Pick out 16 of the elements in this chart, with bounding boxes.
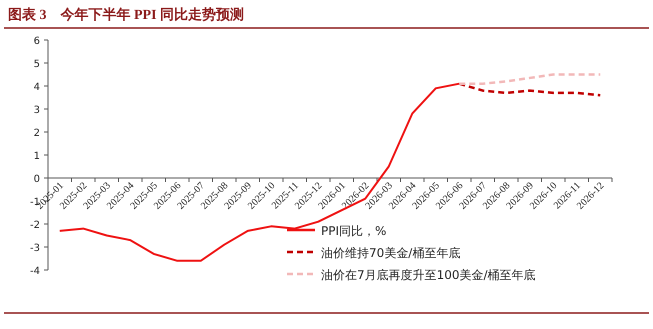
y-tick-label: -2 — [30, 220, 40, 231]
legend-label: 油价维持70美金/桶至年底 — [321, 246, 460, 260]
legend-label: PPI同比，% — [321, 224, 386, 238]
legend-label: 油价在7月底再度升至100美金/桶至年底 — [321, 268, 536, 282]
y-tick-label: 4 — [34, 82, 40, 93]
y-tick-label: -4 — [30, 266, 40, 277]
y-tick-label: 6 — [34, 36, 40, 47]
y-tick-label: 2 — [34, 128, 40, 139]
y-tick-label: 1 — [34, 151, 40, 162]
chart-title: 图表 3 今年下半年 PPI 同比走势预测 — [8, 7, 244, 23]
y-tick-label: 0 — [34, 174, 40, 185]
y-tick-label: 5 — [34, 59, 40, 70]
y-tick-label: 3 — [34, 105, 40, 116]
line-series — [458, 73, 602, 85]
line-series — [458, 82, 602, 96]
y-tick-label: -3 — [30, 243, 40, 254]
